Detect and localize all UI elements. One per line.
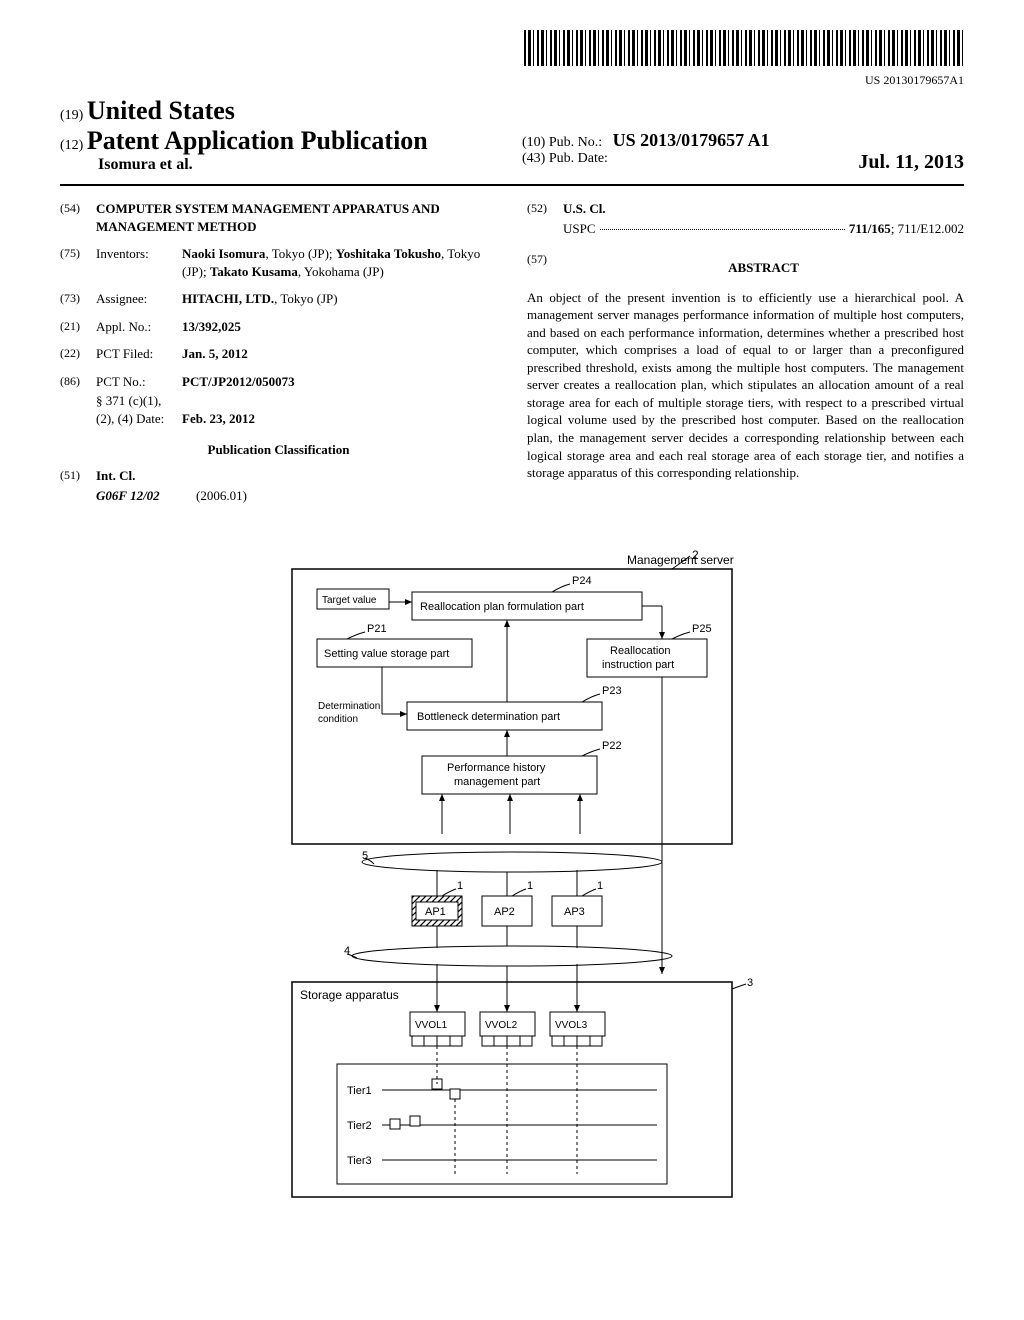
fig-realloc-instr-2: instruction part xyxy=(602,659,674,671)
inventor-3: Takato Kusama xyxy=(210,264,298,279)
fig-ap2: AP2 xyxy=(494,906,515,918)
assignee: HITACHI, LTD., Tokyo (JP) xyxy=(182,290,497,308)
inid-52: (52) xyxy=(527,200,563,218)
fig-p25: P25 xyxy=(692,623,712,635)
pct-filed-date: Jan. 5, 2012 xyxy=(182,345,497,363)
inid-75: (75) xyxy=(60,245,96,280)
inid-10: (10) xyxy=(522,135,545,150)
fig-ap1: AP1 xyxy=(425,906,446,918)
country: United States xyxy=(87,96,235,125)
fig-tier2: Tier2 xyxy=(347,1120,372,1132)
header-left: (19) United States (12) Patent Applicati… xyxy=(60,96,502,174)
fig-target-value: Target value xyxy=(322,595,377,606)
intcl-label: Int. Cl. xyxy=(96,467,497,485)
fig-vvol2: VVOL2 xyxy=(485,1020,518,1031)
publication-type: Patent Application Publication xyxy=(87,126,428,155)
inid-57: (57) xyxy=(527,251,563,285)
biblio-columns: (54) COMPUTER SYSTEM MANAGEMENT APPARATU… xyxy=(60,200,964,514)
fig-determination-1: Determination xyxy=(318,701,380,712)
fig-ref-4: 4 xyxy=(344,945,350,957)
inventors-label: Inventors: xyxy=(96,245,182,280)
application-number: 13/392,025 xyxy=(182,318,497,336)
fig-p23: P23 xyxy=(602,685,622,697)
inventor-1: Naoki Isomura xyxy=(182,246,265,261)
assignee-label: Assignee: xyxy=(96,290,182,308)
header-row: (19) United States (12) Patent Applicati… xyxy=(60,96,964,174)
figure-area: 2 Management server P24 Reallocation pla… xyxy=(60,544,964,1214)
inid-51: (51) xyxy=(60,467,96,485)
fig-realloc-instr-1: Reallocation xyxy=(610,645,671,657)
patent-figure: 2 Management server P24 Reallocation pla… xyxy=(232,544,792,1214)
fig-p21: P21 xyxy=(367,623,387,635)
publication-number: US 2013/0179657 A1 xyxy=(613,130,770,150)
inid-43: (43) xyxy=(522,151,545,166)
right-column: (52) U.S. Cl. USPC 711/165; 711/E12.002 … xyxy=(527,200,964,514)
authors-line: Isomura et al. xyxy=(98,156,502,174)
pubdate-label: Pub. Date: xyxy=(549,151,608,166)
inventor-2: Yoshitaka Tokusho xyxy=(336,246,441,261)
invention-title: COMPUTER SYSTEM MANAGEMENT APPARATUS AND… xyxy=(96,200,497,235)
pctfiled-label: PCT Filed: xyxy=(96,345,182,363)
fig-tier1: Tier1 xyxy=(347,1085,372,1097)
inid-22: (22) xyxy=(60,345,96,363)
abstract-text: An object of the present invention is to… xyxy=(527,289,964,482)
fig-ref-1a: 1 xyxy=(457,880,463,892)
fig-tier3: Tier3 xyxy=(347,1155,372,1167)
fig-determination-2: condition xyxy=(318,714,358,725)
uspc-codes: 711/165; 711/E12.002 xyxy=(849,220,964,238)
pubno-label: Pub. No.: xyxy=(549,135,602,150)
fig-perf-hist-2: management part xyxy=(454,776,540,788)
inid-54: (54) xyxy=(60,200,96,235)
applno-label: Appl. No.: xyxy=(96,318,182,336)
abstract-label: ABSTRACT xyxy=(563,259,964,277)
fig-p24: P24 xyxy=(572,575,592,587)
fig-vvol3: VVOL3 xyxy=(555,1020,588,1031)
uscl-label: U.S. Cl. xyxy=(563,200,964,218)
intcl-date: (2006.01) xyxy=(196,487,247,505)
intcl-code: G06F 12/02 xyxy=(96,487,196,505)
fig-storage-apparatus: Storage apparatus xyxy=(300,988,399,1002)
fig-realloc-plan: Reallocation plan formulation part xyxy=(420,601,584,613)
fig-ref-3: 3 xyxy=(747,977,753,989)
barcode-number: US 20130179657A1 xyxy=(60,73,964,88)
publication-date: Jul. 11, 2013 xyxy=(858,151,964,174)
uspc-dots xyxy=(600,220,845,230)
s371-date: Feb. 23, 2012 xyxy=(182,410,497,428)
classification-header: Publication Classification xyxy=(60,441,497,459)
uspc-label: USPC xyxy=(563,220,596,238)
pct-number: PCT/JP2012/050073 xyxy=(182,373,497,391)
fig-ref-5: 5 xyxy=(362,850,368,862)
barcode-area: US 20130179657A1 xyxy=(60,30,964,88)
header-rule xyxy=(60,184,964,186)
fig-bottleneck: Bottleneck determination part xyxy=(417,711,560,723)
pctno-label: PCT No.: xyxy=(96,373,182,391)
inventors: Naoki Isomura, Tokyo (JP); Yoshitaka Tok… xyxy=(182,245,497,280)
fig-ap3: AP3 xyxy=(564,906,585,918)
inid-21: (21) xyxy=(60,318,96,336)
s371-label-2: (2), (4) Date: xyxy=(96,410,182,428)
fig-vvol1: VVOL1 xyxy=(415,1020,448,1031)
inid-86: (86) xyxy=(60,373,96,391)
inid-19: (19) xyxy=(60,108,83,123)
barcode-graphic xyxy=(524,30,964,66)
fig-p22: P22 xyxy=(602,740,622,752)
fig-ref-1c: 1 xyxy=(597,880,603,892)
fig-ref-1b: 1 xyxy=(527,880,533,892)
inid-73: (73) xyxy=(60,290,96,308)
header-right: (10) Pub. No.: US 2013/0179657 A1 (43) P… xyxy=(502,130,964,174)
fig-perf-hist-1: Performance history xyxy=(447,762,546,774)
fig-setting-value: Setting value storage part xyxy=(324,648,449,660)
inid-12: (12) xyxy=(60,138,83,153)
fig-mgmt-server-label: Management server xyxy=(627,553,734,567)
s371-label-1: § 371 (c)(1), xyxy=(96,392,182,410)
left-column: (54) COMPUTER SYSTEM MANAGEMENT APPARATU… xyxy=(60,200,497,514)
